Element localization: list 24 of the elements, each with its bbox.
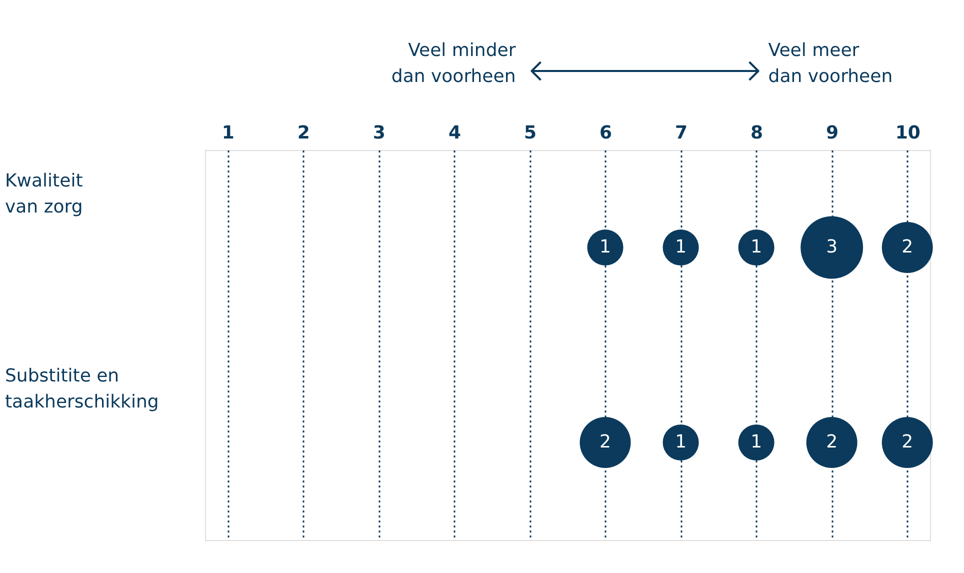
- x-tick-label: 6: [599, 122, 612, 144]
- x-tick-label: 10: [895, 122, 920, 144]
- text: Veel minder dan voorheen: [391, 40, 516, 87]
- data-label: 3: [826, 236, 838, 258]
- x-tick-label: 9: [826, 122, 839, 144]
- data-label: 1: [675, 432, 687, 452]
- data-label: 2: [600, 432, 611, 452]
- x-tick-label: 1: [222, 122, 234, 144]
- data-label: 1: [750, 236, 762, 258]
- x-tick-label: 4: [448, 122, 461, 144]
- x-tick-label: 8: [750, 122, 764, 144]
- y-tick-label: Substitite en taakherschikking: [5, 366, 159, 412]
- x-tick-label: 2: [297, 122, 310, 144]
- data-label: 1: [600, 236, 611, 258]
- y-tick-label: Kwaliteit van zorg: [5, 170, 83, 218]
- x-tick-label: 3: [372, 122, 386, 144]
- x-tick-label: 7: [675, 122, 688, 144]
- data-label: 2: [826, 432, 838, 452]
- data-label: 1: [675, 236, 687, 258]
- data-label: 2: [902, 236, 914, 258]
- data-label: 2: [902, 432, 914, 452]
- data-label: 1: [750, 432, 762, 452]
- text: Veel meer dan voorheen: [768, 40, 893, 87]
- x-tick-label: 5: [524, 122, 537, 144]
